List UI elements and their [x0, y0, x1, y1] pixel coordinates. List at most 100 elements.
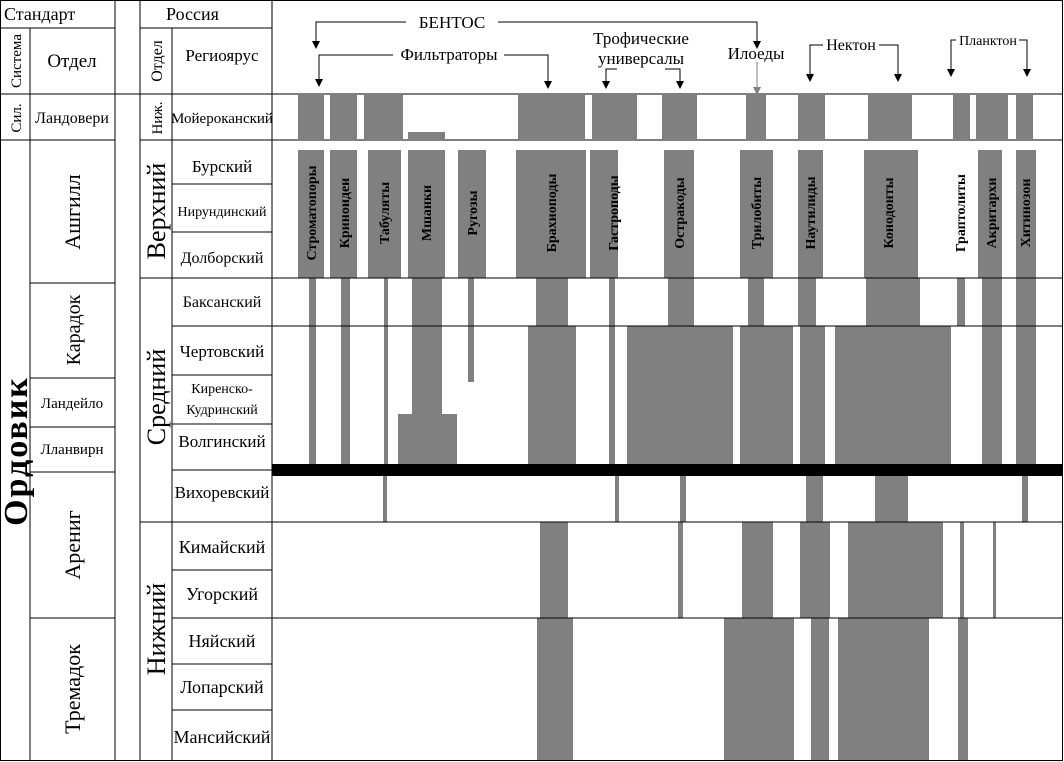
band-acritarchs-moyerokan — [976, 95, 1008, 139]
ordovician-system-label: Ордовик — [0, 376, 35, 526]
band-nautiloids-nyay-mansiy — [811, 618, 829, 760]
band-gastropods-middle — [609, 278, 615, 464]
header-standard: Стандарт — [4, 4, 75, 24]
arrowhead-nekton-right — [894, 74, 902, 82]
band-crinoids-upper — [330, 150, 357, 278]
stage-kirensk-line2: Кудринский — [186, 403, 258, 418]
arenig-label: Арениг — [60, 510, 85, 579]
stage-nirundin: Нирундинский — [177, 205, 267, 220]
header-labels: Стандарт Россия Система Отдел Отдел Реги… — [4, 4, 259, 88]
band-tabulates-moyerokan — [364, 95, 403, 139]
tremadoc-label: Тремадок — [60, 644, 85, 734]
band-trilobites-kimay-ugor — [742, 522, 773, 618]
band-rugosa-middle — [468, 278, 474, 382]
band-trilobites-upper — [740, 150, 773, 278]
band-acritarchs-middle — [982, 278, 1002, 464]
band-brachiopods-baksan — [536, 278, 568, 326]
band-acritarchs-kimay-ugor — [993, 522, 996, 618]
upper-label: Верхний — [142, 163, 171, 260]
arrowhead-trophic-left — [602, 81, 610, 89]
band-ostracods-baksan — [668, 278, 694, 326]
band-ostracods-middle — [627, 326, 733, 464]
band-gastropods-upper — [590, 150, 618, 278]
band-stromatopores-moyerokan — [298, 95, 324, 139]
band-nautiloids-vikhorev — [806, 476, 823, 522]
header-department-left: Отдел — [47, 51, 97, 72]
band-trilobites-moyerokan — [746, 95, 766, 139]
stage-ugor: Угорский — [186, 584, 258, 604]
stage-vikhorev: Вихоревский — [175, 483, 270, 502]
band-gastropods-moyerokan — [592, 95, 637, 139]
band-brachiopods-upper — [516, 150, 586, 278]
band-graptolites-moyerokan — [953, 95, 970, 139]
nekton-bracket-right — [879, 44, 899, 75]
filter-feeders-bracket-right — [504, 54, 549, 82]
group-deposit-feeders: Илоеды — [728, 44, 785, 63]
stage-chertov: Чертовский — [180, 342, 265, 361]
group-filter-feeders: Фильтраторы — [401, 45, 499, 64]
nekton-bracket — [809, 44, 823, 75]
taxon-labels: Строматопоры Криноидеи Табуляты Мшанки Р… — [305, 165, 1034, 260]
band-brachiopods-kimay-ugor — [540, 522, 568, 618]
taxon-nautiloids: Наутилиды — [804, 176, 819, 249]
band-trilobites-nyay-mansiy — [724, 618, 794, 760]
stage-moyerokan: Мойероканский — [171, 111, 273, 127]
taxon-ostracods: Остракоды — [673, 177, 688, 248]
band-trilobites-baksan — [748, 278, 764, 326]
band-conodonts-nyay-mansiy — [838, 618, 929, 760]
ashgill-label: Ашгилл — [60, 174, 85, 250]
header-system: Система — [9, 34, 25, 88]
arrowhead-plankton-left — [947, 69, 955, 77]
band-chitinozoans-middle — [1016, 278, 1036, 464]
arrowhead-plankton-right — [1023, 69, 1031, 77]
plankton-bracket — [950, 39, 956, 70]
band-ostracods-moyerokan — [662, 95, 697, 139]
standard-column-labels: Сил. Ландовери Ордовик Ашгилл Карадок Ла… — [0, 103, 109, 734]
band-graptolites-nyay-mansiy — [958, 618, 968, 760]
stage-bur: Бурский — [192, 157, 252, 176]
taxon-graptolites: Граптолиты — [954, 174, 969, 252]
lower-label: Нижний — [142, 583, 171, 675]
taxon-conodonts: Конодонты — [882, 177, 897, 248]
band-nautiloids-middle — [800, 326, 825, 464]
arrowhead-filter-right — [544, 81, 552, 89]
taxon-rugosa: Ругозы — [466, 190, 481, 235]
stage-volgin: Волгинский — [178, 432, 265, 451]
band-graptolites-kimay-ugor — [960, 522, 964, 618]
band-ostracods-upper — [664, 150, 694, 278]
band-tabulates-upper — [368, 150, 401, 278]
taxon-acritarchs: Акритархи — [985, 178, 1000, 249]
arrowhead-deposit — [753, 87, 761, 95]
arrowhead-benthos-left — [312, 41, 320, 49]
band-ostracods-kimay-ugor — [678, 522, 683, 618]
taxon-tabulates: Табуляты — [378, 182, 393, 244]
stage-kimay: Кимайский — [179, 537, 266, 557]
stage-nyay: Няйский — [189, 631, 256, 651]
taxon-trilobites: Трилобиты — [750, 177, 765, 249]
group-trophic-line1: Трофические — [593, 29, 689, 48]
taxon-gastropods: Гастроподы — [607, 175, 622, 250]
header-regional-stage: Региоярус — [185, 46, 259, 65]
stage-kirensk-line1: Киренско- — [191, 382, 253, 397]
band-nautiloids-kimay-ugor — [800, 522, 830, 618]
band-gastropods-vikhorev — [615, 476, 619, 522]
benthos-bracket — [315, 21, 406, 42]
taxon-brachiopods: Брахиоподы — [545, 174, 560, 253]
trophic-bracket — [605, 68, 617, 82]
silurian-system-label: Сил. — [9, 103, 25, 132]
band-ostracods-vikhorev — [680, 476, 686, 522]
band-bryozoans-moyerokan — [408, 132, 445, 139]
band-conodonts-kimay-ugor — [848, 522, 943, 618]
plankton-bracket-right — [1019, 39, 1028, 70]
band-brachiopods-moyerokan — [518, 95, 585, 139]
lower-short-label: Ниж. — [150, 102, 166, 135]
header-department-right: Отдел — [149, 40, 166, 82]
arrowhead-nekton-left — [806, 74, 814, 82]
russia-column-labels: Ниж. Верхний Средний Нижний Мойерокански… — [142, 102, 273, 747]
arrowhead-trophic-right — [676, 81, 684, 89]
thick-boundary-bar — [272, 464, 1063, 476]
